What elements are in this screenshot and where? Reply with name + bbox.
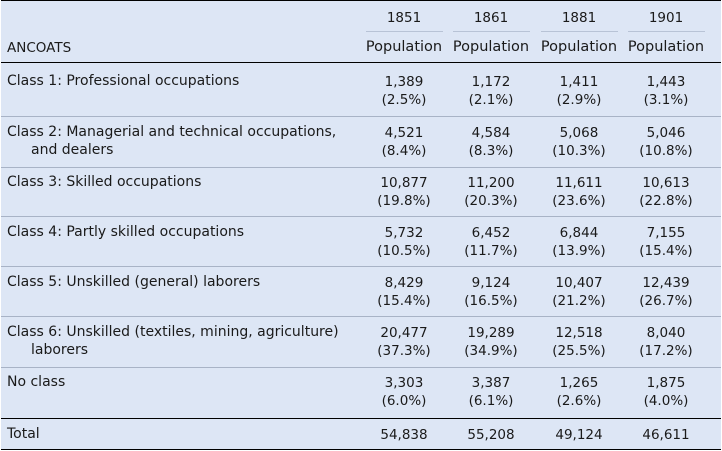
row-label-class-3: Class 3: Skilled occupations (7, 174, 202, 190)
table-cell: 11,611 (23.6%) (552, 175, 606, 209)
table-cell: 6,452 (11.7%) (464, 225, 518, 259)
table-cell: 1,411 (2.9%) (556, 74, 602, 108)
header-subrule (628, 31, 705, 32)
header-subrule (453, 31, 530, 32)
table-cell: 3,303 (6.0%) (381, 375, 427, 409)
header-rule (1, 62, 721, 63)
table-cell: 1,172 (2.1%) (468, 74, 514, 108)
year-header-1901: 1901 (648, 10, 684, 26)
table-cell: 10,877 (19.8%) (377, 175, 431, 209)
row-label-total: Total (7, 426, 40, 442)
row-divider (1, 167, 721, 168)
table-cell: 12,518 (25.5%) (552, 325, 606, 359)
table-cell: 4,521 (8.4%) (381, 125, 427, 159)
table-cell: 1,265 (2.6%) (556, 375, 602, 409)
row-label-class-5: Class 5: Unskilled (general) laborers (7, 274, 261, 290)
total-rule (1, 418, 721, 419)
table-cell: 1,389 (2.5%) (381, 74, 427, 108)
total-cell: 46,611 (642, 427, 690, 443)
year-header-1851: 1851 (386, 10, 422, 26)
table-cell: 9,124 (16.5%) (464, 275, 518, 309)
table-cell: 7,155 (15.4%) (639, 225, 693, 259)
row-label-class-6-cont: laborers (31, 342, 89, 358)
row-divider (1, 266, 721, 267)
table-cell: 10,613 (22.8%) (639, 175, 693, 209)
population-header: Population (540, 39, 618, 55)
table-cell: 19,289 (34.9%) (464, 325, 518, 359)
year-header-1881: 1881 (561, 10, 597, 26)
total-cell: 54,838 (380, 427, 428, 443)
header-subrule (366, 31, 443, 32)
row-divider (1, 316, 721, 317)
row-divider (1, 216, 721, 217)
population-header: Population (365, 39, 443, 55)
table-cell: 10,407 (21.2%) (552, 275, 606, 309)
row-label-class-2: Class 2: Managerial and technical occupa… (7, 124, 337, 140)
total-cell: 49,124 (555, 427, 603, 443)
table-cell: 1,875 (4.0%) (643, 375, 689, 409)
population-header: Population (627, 39, 705, 55)
row-label-class-1: Class 1: Professional occupations (7, 73, 240, 89)
population-header: Population (452, 39, 530, 55)
table-cell: 8,429 (15.4%) (377, 275, 431, 309)
table-cell: 6,844 (13.9%) (552, 225, 606, 259)
corner-label: ANCOATS (7, 40, 72, 56)
table-cell: 1,443 (3.1%) (643, 74, 689, 108)
row-label-class-4: Class 4: Partly skilled occupations (7, 224, 245, 240)
total-cell: 55,208 (467, 427, 515, 443)
table-cell: 5,732 (10.5%) (377, 225, 431, 259)
row-label-no-class: No class (7, 374, 66, 390)
table-cell: 5,068 (10.3%) (552, 125, 606, 159)
table-cell: 20,477 (37.3%) (377, 325, 431, 359)
row-divider (1, 116, 721, 117)
table-cell: 11,200 (20.3%) (464, 175, 518, 209)
year-header-1861: 1861 (473, 10, 509, 26)
table-cell: 4,584 (8.3%) (468, 125, 514, 159)
row-label-class-2-cont: and dealers (31, 142, 114, 158)
table-cell: 8,040 (17.2%) (639, 325, 693, 359)
row-label-class-6: Class 6: Unskilled (textiles, mining, ag… (7, 324, 339, 340)
header-subrule (541, 31, 618, 32)
table-cell: 12,439 (26.7%) (639, 275, 693, 309)
table-cell: 5,046 (10.8%) (639, 125, 693, 159)
row-divider (1, 367, 721, 368)
table-cell: 3,387 (6.1%) (468, 375, 514, 409)
